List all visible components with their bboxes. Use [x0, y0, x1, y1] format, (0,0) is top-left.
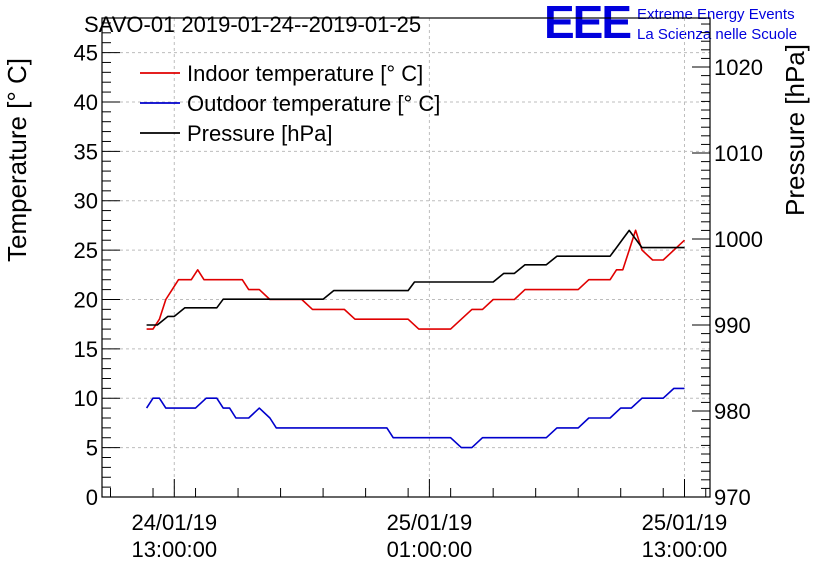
- legend-label-3: Pressure [hPa]: [187, 121, 333, 146]
- chart-title: SAVO-01 2019-01-24--2019-01-25: [84, 12, 421, 37]
- eee-logo-mark: EEE: [544, 0, 630, 48]
- x-tick-label-date: 25/01/19: [642, 510, 728, 535]
- y-tick-label: 30: [74, 189, 98, 214]
- grid-lines: [102, 18, 710, 497]
- y-tick-label: 20: [74, 287, 98, 312]
- x-tick-label-time: 01:00:00: [387, 537, 473, 562]
- y2-tick-label: 970: [714, 485, 751, 510]
- x-tick-label-date: 25/01/19: [387, 510, 473, 535]
- legend-label-2: Outdoor temperature [° C]: [187, 91, 440, 116]
- eee-logo-line2: La Scienza nelle Scuole: [637, 26, 797, 43]
- y-axis-title: Temperature [° C]: [2, 58, 32, 262]
- eee-logo: EEE Extreme Energy Events La Scienza nel…: [544, 0, 797, 48]
- series-line-3: [146, 229, 685, 326]
- y-tick-label: 15: [74, 337, 98, 362]
- x-tick-label-time: 13:00:00: [642, 537, 728, 562]
- legend: Indoor temperature [° C] Outdoor temperat…: [140, 61, 440, 146]
- x-tick-label-date: 24/01/19: [131, 510, 217, 535]
- plot-frame: [101, 17, 711, 498]
- y-tick-label: 45: [74, 41, 98, 66]
- y-tick-label: 5: [86, 436, 98, 461]
- y-tick-label: 35: [74, 139, 98, 164]
- series-line-2: [145, 387, 685, 449]
- y2-tick-label: 1000: [714, 227, 763, 252]
- legend-label-1: Indoor temperature [° C]: [187, 61, 423, 86]
- x-tick-label-time: 13:00:00: [131, 537, 217, 562]
- eee-logo-line1: Extreme Energy Events: [637, 6, 795, 23]
- y2-tick-label: 1010: [714, 141, 763, 166]
- y2-tick-label: 1020: [714, 55, 763, 80]
- y2-tick-label: 990: [714, 313, 751, 338]
- y-tick-label: 40: [74, 90, 98, 115]
- y2-tick-label: 980: [714, 399, 751, 424]
- series-line-1: [146, 229, 686, 330]
- plot-series: [145, 229, 686, 449]
- axes: 0 5 10 15 20 25 30 35 40 45 970 980 990 1000 1010 1020 2…: [74, 17, 763, 562]
- y2-axis-title: Pressure [hPa]: [780, 44, 810, 216]
- y-tick-label: 10: [74, 386, 98, 411]
- y-tick-label: 25: [74, 238, 98, 263]
- y-tick-label: 0: [86, 485, 98, 510]
